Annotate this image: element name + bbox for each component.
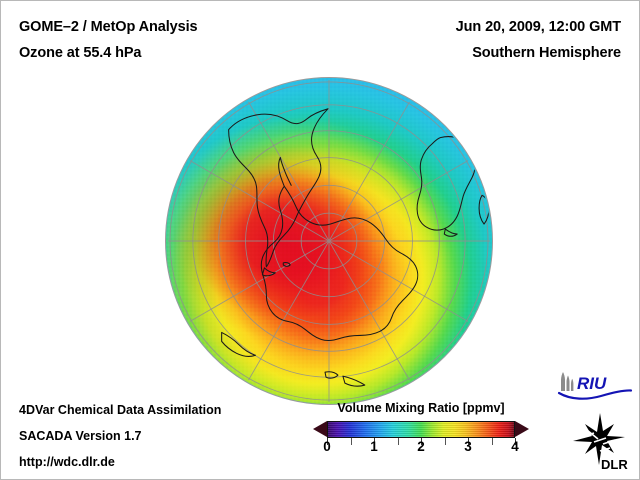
dlr-pinwheel-icon bbox=[573, 413, 625, 465]
riu-towers-icon bbox=[561, 372, 574, 391]
colorbar-tick-major bbox=[374, 438, 375, 445]
dlr-logo: DLR bbox=[573, 413, 628, 472]
colorbar-tick-label: 4 bbox=[511, 439, 519, 454]
footer-method-label: 4DVar Chemical Data Assimilation bbox=[19, 403, 222, 417]
colorbar-over-arrow-icon bbox=[515, 421, 529, 437]
colorbar-tick-label: 0 bbox=[323, 439, 331, 454]
colorbar-tick-label: 2 bbox=[417, 439, 425, 454]
colorbar-tick-major bbox=[421, 438, 422, 445]
coastline-falklands bbox=[282, 261, 291, 267]
coastline-new-zealand bbox=[221, 331, 256, 357]
colorbar-tick-minor bbox=[397, 438, 399, 445]
dlr-logo-text: DLR bbox=[601, 457, 628, 472]
riu-logo-text: RIU bbox=[577, 374, 607, 393]
colorbar-tick-major bbox=[515, 438, 516, 445]
colorbar: Volume Mixing Ratio [ppmv] 0 1 2 3 4 bbox=[313, 401, 529, 457]
colorbar-under-arrow-icon bbox=[313, 421, 327, 437]
hemisphere-label: Southern Hemisphere bbox=[472, 45, 621, 61]
globe-disc bbox=[165, 77, 493, 405]
coastline-tasmania bbox=[324, 371, 339, 379]
colorbar-tick-label: 3 bbox=[464, 439, 472, 454]
colorbar-ticks bbox=[327, 438, 516, 445]
colorbar-gradient bbox=[327, 421, 515, 438]
colorbar-tick-major bbox=[468, 438, 469, 445]
colorbar-tick-minor bbox=[491, 438, 493, 445]
coastline-madagascar bbox=[478, 194, 490, 225]
coastline-south-america bbox=[228, 108, 329, 268]
map-overlay-svg bbox=[167, 79, 491, 403]
page-title: GOME–2 / MetOp Analysis bbox=[19, 19, 198, 35]
coastline-africa-south-tip bbox=[443, 228, 458, 237]
orthographic-globe-map bbox=[165, 77, 493, 405]
coastline-antarctic-peninsula bbox=[278, 156, 292, 187]
coastline-africa bbox=[416, 136, 476, 231]
page-subtitle: Ozone at 55.4 hPa bbox=[19, 45, 142, 61]
timestamp-label: Jun 20, 2009, 12:00 GMT bbox=[455, 19, 621, 35]
coastlines bbox=[221, 108, 490, 387]
colorbar-tick-major bbox=[327, 438, 328, 445]
colorbar-tick-minor bbox=[350, 438, 352, 445]
footer-version-label: SACADA Version 1.7 bbox=[19, 429, 142, 443]
colorbar-tick-labels: 0 1 2 3 4 bbox=[323, 439, 519, 457]
colorbar-tick-minor bbox=[444, 438, 446, 445]
riu-swoosh-icon bbox=[557, 389, 633, 400]
coastline-antarctica bbox=[260, 185, 419, 342]
colorbar-tick-label: 1 bbox=[370, 439, 378, 454]
coastline-south-island bbox=[342, 375, 366, 387]
graticule-meridians bbox=[167, 79, 491, 403]
dlr-pinwheel-cuts bbox=[578, 429, 616, 452]
colorbar-row bbox=[313, 421, 529, 445]
colorbar-title: Volume Mixing Ratio [ppmv] bbox=[337, 401, 505, 415]
riu-logo: RIU bbox=[557, 372, 633, 400]
coastline-cape-horn bbox=[261, 267, 276, 277]
footer-url-link[interactable]: http://wdc.dlr.de bbox=[19, 455, 115, 469]
